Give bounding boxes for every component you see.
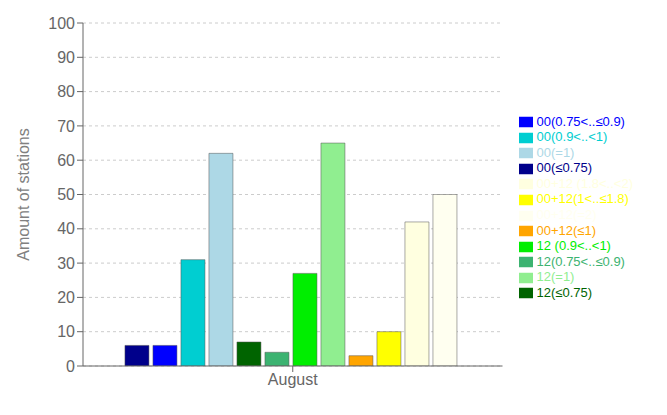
svg-text:20: 20 (57, 289, 75, 306)
html-text:00+12(1<..≤1.8): 00+12(1<..≤1.8) (536, 191, 629, 207)
html-text:00+12 (1.8<..<2): 00+12 (1.8<..<2) (536, 175, 633, 191)
html-text:12(0.75<..≤0.9): 12(0.75<..≤0.9) (536, 253, 625, 269)
html-text:00+12(=2): 00+12(=2) (536, 207, 597, 222)
svg-text:Amount of stations: Amount of stations (15, 128, 32, 261)
svg-text:0: 0 (66, 358, 75, 375)
html-text:12(=1): 12(=1) (536, 269, 575, 285)
html-text:12(≤0.75): 12(≤0.75) (536, 284, 593, 300)
svg-text:10: 10 (57, 323, 75, 340)
svg-text:50: 50 (57, 186, 75, 203)
svg-text:60: 60 (57, 152, 75, 169)
html-text:12 (0.9<..<1): 12 (0.9<..<1) (536, 238, 611, 254)
svg-text:40: 40 (57, 220, 75, 237)
html-text:00(=1): 00(=1) (536, 144, 575, 160)
html-text:00+12(≤1): 00+12(≤1) (536, 222, 596, 238)
html-text:00(≤0.75): 00(≤0.75) (536, 160, 593, 176)
html-text:00(0.75<..≤0.9): 00(0.75<..≤0.9) (536, 113, 625, 129)
svg-text:100: 100 (48, 15, 75, 32)
svg-text:70: 70 (57, 118, 75, 135)
svg-text:80: 80 (57, 83, 75, 100)
svg-text:August: August (268, 371, 318, 388)
svg-text:30: 30 (57, 255, 75, 272)
html-text:00(0.9<..<1): 00(0.9<..<1) (536, 129, 608, 145)
svg-text:90: 90 (57, 49, 75, 66)
